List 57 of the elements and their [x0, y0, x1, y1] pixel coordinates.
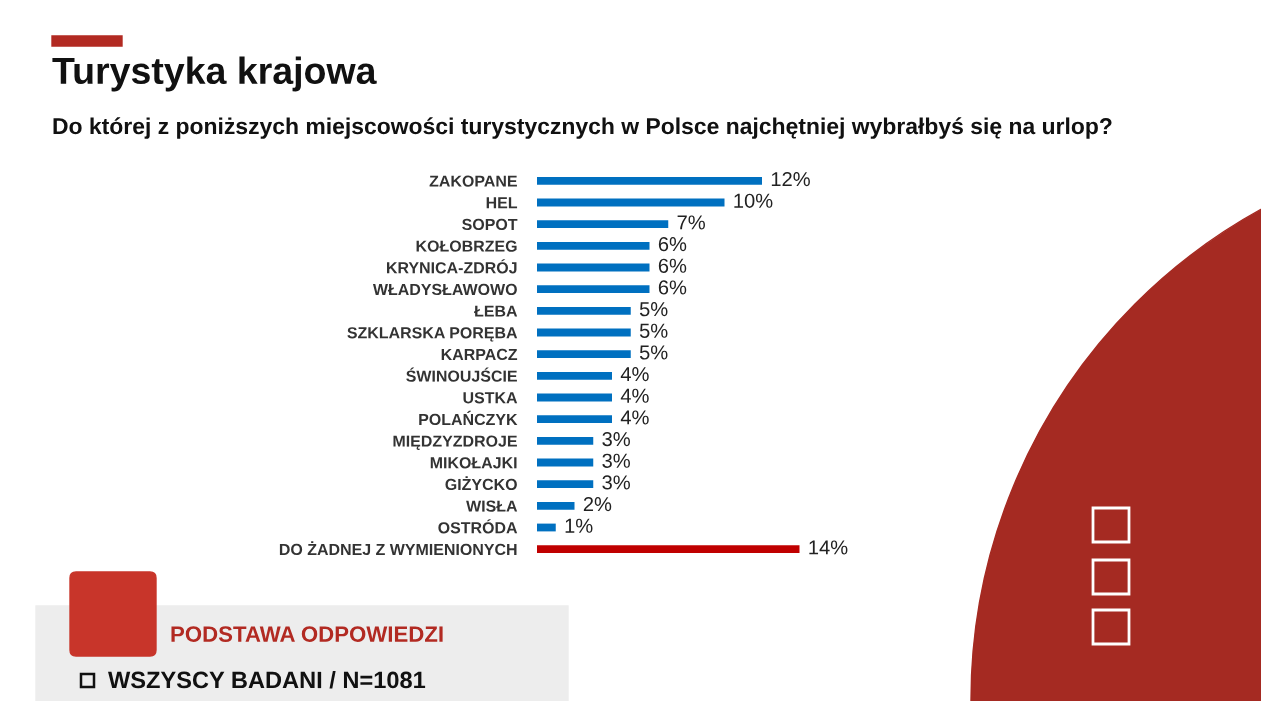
text: PODSTAWA ODPOWIEDZI — [171, 626, 443, 642]
data-label: 2% — [583, 496, 612, 512]
bar — [537, 263, 650, 272]
text: Turystyka krajowa — [52, 56, 377, 92]
data-label: 5% — [639, 345, 668, 360]
chart-subtitle: Do której z poniższych miejscowości turystycznych w Polsce najchętniej wybrałbyś się na urlop? — [53, 117, 1112, 139]
y-tick-label: SOPOT — [462, 218, 518, 231]
bar — [537, 415, 612, 424]
y-tick-label: WŁADYSŁAWOWO — [372, 283, 517, 296]
bar — [537, 393, 612, 402]
bar — [537, 480, 594, 489]
y-tick-label: KARPACZ — [441, 348, 518, 361]
y-tick-label: SZKLARSKA PORĘBA — [347, 327, 518, 342]
y-tick-label: ŁEBA — [474, 305, 518, 317]
bar — [537, 371, 612, 380]
y-tick-label: KOŁOBRZEG — [416, 240, 517, 252]
y-tick-label: MIĘDZYZDROJE — [393, 435, 517, 450]
y-tick-label: ŚWINOUJŚCIE — [406, 367, 517, 382]
data-label: 5% — [639, 302, 668, 317]
bar — [537, 285, 650, 294]
data-label: 6% — [658, 258, 687, 273]
bar — [537, 241, 650, 250]
bar — [537, 198, 725, 207]
bar — [537, 328, 631, 337]
data-label: 4% — [620, 388, 649, 403]
data-label: 3% — [602, 431, 630, 447]
data-label: 1% — [565, 518, 593, 533]
y-tick-label: GIŻYCKO — [445, 476, 517, 491]
data-label: 14% — [809, 540, 848, 555]
y-tick-label: MIKOŁAJKI — [430, 457, 517, 469]
text: WSZYSCY BADANI / N=1081 — [108, 670, 426, 689]
data-label: 6% — [658, 236, 687, 252]
data-label: 3% — [602, 475, 630, 490]
y-tick-label: HEL — [486, 197, 518, 209]
y-tick-label: ZAKOPANE — [429, 175, 517, 187]
data-label: 12% — [771, 171, 810, 187]
y-tick-label: USTKA — [463, 392, 518, 404]
bar — [537, 523, 556, 532]
y-tick-label: KRYNICA-ZDRÓJ — [387, 259, 517, 274]
data-label: 4% — [620, 410, 649, 425]
y-tick-label: OSTRÓDA — [438, 519, 518, 534]
bar — [537, 220, 669, 229]
bar — [537, 176, 762, 185]
bar — [537, 545, 800, 554]
bar — [537, 306, 631, 315]
data-label: 5% — [639, 323, 668, 338]
data-label: 3% — [602, 453, 630, 468]
bar — [537, 350, 631, 359]
bar — [537, 436, 594, 445]
y-tick-label: POLAŃCZYK — [419, 410, 518, 426]
data-label: 7% — [677, 215, 705, 230]
y-tick-label: WISŁA — [466, 500, 518, 512]
data-label: 10% — [734, 193, 773, 208]
bar — [537, 501, 575, 510]
data-label: 6% — [658, 280, 687, 295]
data-label: 4% — [620, 367, 649, 382]
y-tick-label: DO ŻADNEJ Z WYMIENIONYCH — [279, 541, 517, 556]
